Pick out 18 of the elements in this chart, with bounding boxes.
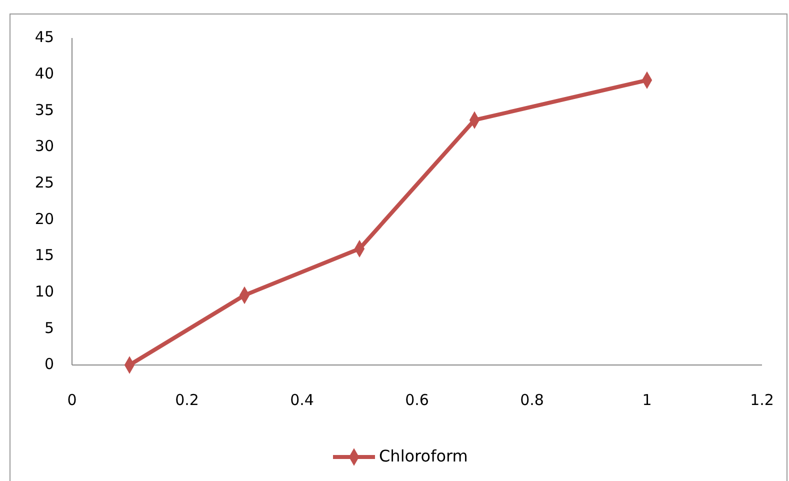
y-tick-label: 35	[34, 100, 54, 119]
x-tick-label: 0	[67, 391, 77, 409]
x-tick-label: 1	[642, 391, 652, 409]
y-tick-label: 5	[44, 318, 54, 337]
y-tick-label: 45	[34, 28, 54, 46]
x-tick-label: 0.6	[405, 391, 429, 409]
x-tick-label: 0.8	[520, 391, 544, 409]
y-tick-label: 20	[34, 210, 54, 228]
y-tick-label: 30	[34, 137, 54, 156]
y-tick-label: 40	[34, 64, 54, 82]
x-tick-label: 0.4	[290, 391, 314, 409]
y-tick-label: 10	[34, 282, 54, 300]
legend-label: Chloroform	[379, 446, 468, 466]
x-tick-label: 0.2	[175, 391, 199, 409]
y-tick-label: 0	[44, 355, 54, 374]
x-tick-label: 1.2	[750, 391, 774, 409]
y-tick-label: 15	[34, 246, 54, 264]
y-tick-label: 25	[34, 173, 54, 192]
